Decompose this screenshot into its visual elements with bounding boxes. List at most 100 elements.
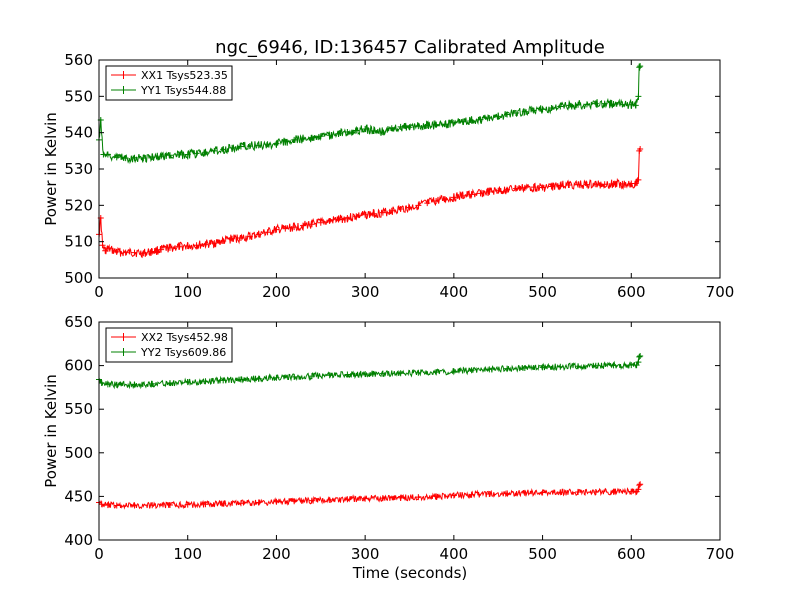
top-series-0-point [166, 244, 173, 251]
bottom-series-0-point [184, 501, 191, 508]
legend-label-yy2: YY2 Tsys609.86 [140, 346, 226, 359]
top-series-1-point [371, 127, 378, 134]
top-series-0-point [566, 181, 573, 188]
bottom-series-1-point [468, 367, 475, 374]
top-series-1-point [362, 126, 369, 133]
top-series-0-point [273, 226, 280, 233]
bottom-series-1-point [539, 364, 546, 371]
top-series-0-point [326, 217, 333, 224]
bottom-series-1-point [131, 381, 138, 388]
bottom-series-0-point [415, 494, 422, 501]
top-series-0-point [635, 176, 642, 183]
bottom-series-0-point [468, 491, 475, 498]
bottom-series-1-point [237, 376, 244, 383]
top-series-0-point [379, 209, 386, 216]
top-series-0-point [202, 241, 209, 248]
bottom-plot-x-axis-label: Time (seconds) [352, 564, 468, 582]
top-series-1-point [317, 133, 324, 140]
top-series-1-point [326, 132, 333, 139]
top-series-1-point [246, 143, 253, 150]
top-series-1-point [495, 113, 502, 120]
top-series-0-point [140, 250, 147, 257]
top-series-1-point [229, 144, 236, 151]
top-series-1-point [424, 122, 431, 129]
bottom-y-tick-label: 500 [64, 444, 93, 462]
bottom-series-1-point [273, 374, 280, 381]
top-series-1-point [632, 102, 639, 109]
top-series-0-point [486, 188, 493, 195]
top-series-1-point [273, 140, 280, 147]
bottom-series-0-point [308, 497, 315, 504]
top-series-1-point [512, 110, 519, 117]
top-series-1-point [566, 102, 573, 109]
top-series-0-point [433, 197, 440, 204]
top-series-1-point [193, 150, 200, 157]
top-series-1-point [388, 125, 395, 132]
top-series-0-point [530, 184, 537, 191]
top-series-1-point [131, 154, 138, 161]
bottom-series-1-point [575, 363, 582, 370]
top-series-0-point [388, 207, 395, 214]
top-series-0-point [362, 211, 369, 218]
bottom-series-1-point [379, 370, 386, 377]
top-series-1-point [158, 153, 165, 160]
top-series-1-point [237, 143, 244, 150]
bottom-series-line-0 [98, 484, 641, 510]
top-series-1-point [548, 104, 555, 111]
legend-label-xx2: XX2 Tsys452.98 [141, 331, 228, 344]
bottom-series-0-point [575, 489, 582, 496]
bottom-series-1-point [149, 380, 156, 387]
top-series-1-point [184, 151, 191, 158]
bottom-series-1-point [308, 373, 315, 380]
top-series-0-point [583, 181, 590, 188]
top-series-0-point [610, 180, 617, 187]
top-x-tick-label: 700 [706, 283, 735, 301]
bottom-series-0-point [539, 489, 546, 496]
bottom-series-0-point [255, 499, 262, 506]
top-series-1-point [583, 101, 590, 108]
top-plot-ticks: 0 100 200 300 400 500 600 700 500 510 520 530 540 550… [64, 51, 734, 301]
top-x-tick-label: 100 [173, 283, 202, 301]
top-series-1-point [335, 130, 342, 137]
top-series-1-point [468, 117, 475, 124]
top-y-tick-label: 530 [64, 160, 93, 178]
top-series-0-point [184, 243, 191, 250]
bottom-series-1-point [636, 353, 643, 360]
top-series-1-point [149, 154, 156, 161]
bottom-series-0-point [379, 495, 386, 502]
bottom-y-tick-label: 450 [64, 487, 93, 505]
top-series-1-point [344, 128, 351, 135]
top-y-tick-label: 560 [64, 51, 93, 69]
top-plot-series-layer [96, 63, 644, 259]
bottom-series-1-point [635, 359, 642, 366]
bottom-series-1-point [202, 378, 209, 385]
bottom-plot-legend: XX2 Tsys452.98 YY2 Tsys609.86 [105, 327, 233, 363]
bottom-series-1-point [628, 362, 635, 369]
bottom-series-0-point [220, 500, 227, 507]
bottom-x-tick-label: 400 [440, 545, 469, 563]
top-series-0-point [291, 224, 298, 231]
bottom-plot-y-axis-label: Power in Kelvin [42, 374, 60, 488]
top-series-1-point [122, 155, 129, 162]
top-series-1-point [521, 108, 528, 115]
top-series-1-point [486, 115, 493, 122]
top-series-0-point [601, 181, 608, 188]
bottom-series-0-point [628, 488, 635, 495]
bottom-series-0-point [433, 493, 440, 500]
bottom-series-0-point [557, 489, 564, 496]
bottom-x-tick-label: 600 [617, 545, 646, 563]
top-series-1-point [264, 141, 271, 148]
top-series-0-point [175, 243, 182, 250]
top-series-0-point [406, 204, 413, 211]
top-series-0-point [592, 181, 599, 188]
top-x-tick-label: 300 [351, 283, 380, 301]
bottom-series-1-point [344, 371, 351, 378]
top-series-0-point [521, 184, 528, 191]
bottom-series-0-point [486, 490, 493, 497]
top-series-0-point [459, 192, 466, 199]
top-series-0-point [397, 205, 404, 212]
top-x-tick-label: 0 [94, 283, 104, 301]
top-series-0-point [477, 190, 484, 197]
top-series-1-point [441, 121, 448, 128]
bottom-y-tick-label: 400 [64, 531, 93, 549]
